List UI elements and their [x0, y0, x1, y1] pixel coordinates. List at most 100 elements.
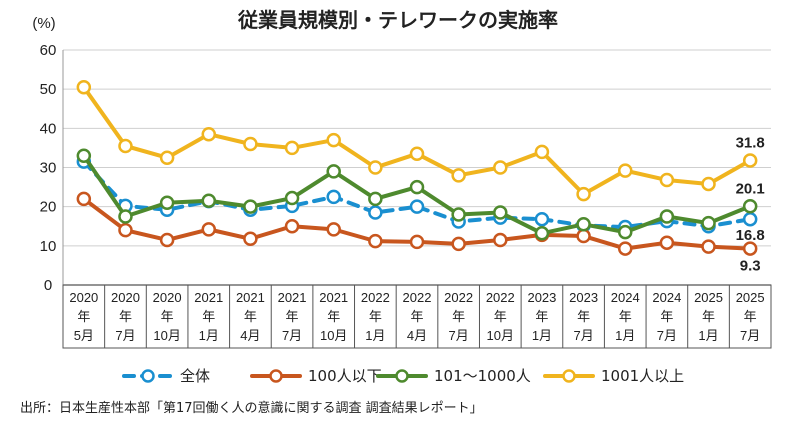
x-tick-label: 2021: [236, 290, 265, 305]
series-1-point: [742, 241, 758, 256]
series-0-point: [368, 205, 383, 220]
x-tick-label: 年: [244, 309, 257, 324]
series-1-point: [617, 241, 633, 256]
x-tick-label: 2024: [652, 290, 681, 305]
series-3-point: [451, 168, 466, 183]
legend-marker-1: [269, 369, 283, 383]
x-tick-label: 年: [327, 309, 340, 324]
series-2-point: [201, 193, 217, 209]
series-3-point: [659, 172, 675, 188]
x-tick-label: 7月: [282, 328, 302, 343]
data-label-0: 16.8: [736, 227, 765, 244]
legend-label-1: 100人以下: [308, 367, 382, 385]
x-tick-label: 1月: [532, 328, 552, 343]
legend-marker-2: [395, 369, 409, 383]
x-tick-label: 10月: [320, 328, 347, 343]
data-labels: 16.8 9.3 20.1 31.8: [736, 134, 765, 274]
y-tick-label: 10: [40, 238, 57, 255]
series-1-point: [201, 222, 217, 237]
x-tick-label: 4月: [407, 328, 427, 343]
series-2-point: [701, 215, 716, 231]
x-tick-label: 7月: [449, 328, 469, 343]
data-label-3: 31.8: [736, 134, 765, 151]
series-3-point: [243, 136, 258, 152]
series-3-point: [493, 160, 508, 175]
data-label-2: 20.1: [736, 180, 765, 197]
series-3-point: [576, 186, 591, 202]
x-tick-label: 2022: [361, 290, 390, 305]
x-tick-label: 7月: [115, 328, 135, 343]
x-tick-label: 2025: [736, 290, 765, 305]
x-tick-label: 2021: [194, 290, 223, 305]
x-tick-label: 7月: [740, 328, 760, 343]
x-tick-label: 年: [369, 309, 382, 324]
legend: 全体 100人以下 101～1000人 1001人以上: [122, 367, 684, 385]
series-1-point: [368, 233, 383, 249]
series-lines: [76, 79, 758, 256]
x-tick-label: 年: [202, 309, 215, 324]
x-tick-label: 2022: [486, 290, 515, 305]
series-2-point: [617, 224, 633, 240]
x-tick-label: 7月: [657, 328, 677, 343]
x-tick-label: 年: [494, 309, 507, 324]
series-1-point: [701, 239, 716, 254]
series-2-point: [326, 164, 341, 179]
series-2-point: [159, 195, 175, 210]
source-note: 出所：日本生産性本部「第17回働く人の意識に関する調査 調査結果レポート」: [20, 400, 483, 416]
legend-marker-3: [562, 369, 576, 383]
series-2-point: [742, 199, 758, 214]
series-2-point: [118, 209, 133, 224]
series-1-point: [493, 232, 508, 248]
series-0-point: [326, 189, 341, 205]
series-3-point: [409, 146, 425, 162]
y-axis-ticks: 0 10 20 30 40 50 60: [40, 42, 57, 294]
series-3-point: [326, 132, 341, 148]
x-tick-label: 2024: [611, 290, 640, 305]
x-tick-label: 年: [77, 309, 90, 324]
x-tick-label: 2021: [278, 290, 307, 305]
x-tick-label: 年: [619, 309, 632, 324]
y-tick-label: 30: [40, 160, 57, 177]
series-3-point: [368, 160, 383, 175]
series-line-3: [81, 85, 753, 197]
x-tick-label: 2022: [403, 290, 432, 305]
y-tick-label: 50: [40, 81, 57, 98]
x-tick-label: 10月: [487, 328, 514, 343]
series-2-point: [76, 148, 92, 163]
series-1-point: [409, 234, 425, 250]
series-2-point: [451, 207, 466, 222]
series-2-point: [493, 205, 508, 220]
series-1-point: [451, 236, 466, 252]
series-0-point: [534, 211, 550, 227]
x-tick-label: 1月: [199, 328, 219, 343]
x-tick-label: 年: [702, 309, 715, 324]
x-tick-label: 1月: [698, 328, 718, 343]
x-tick-label: 年: [452, 309, 465, 324]
series-3-point: [118, 138, 133, 154]
series-2-point: [576, 217, 591, 232]
y-axis-unit-label: (%): [32, 15, 55, 32]
series-2-point: [409, 179, 425, 195]
legend-label-2: 101～1000人: [434, 367, 531, 385]
x-axis-category-table: 2020 年 5月 2020 年 7月 2020 年 10月 2021 年 1月 2021 年 4月 2021…: [62, 284, 772, 349]
x-tick-label: 年: [119, 309, 132, 324]
x-tick-label: 2020: [69, 290, 98, 305]
series-1-point: [659, 235, 675, 250]
series-3-point: [201, 126, 217, 142]
series-3-point: [76, 79, 92, 95]
legend-label-3: 1001人以上: [601, 367, 684, 385]
gridlines: [62, 49, 771, 286]
x-tick-label: 10月: [153, 328, 180, 343]
x-tick-label: 年: [660, 309, 673, 324]
series-2-point: [659, 209, 675, 224]
x-tick-label: 7月: [573, 328, 593, 343]
series-1-point: [159, 232, 175, 248]
series-0-point: [409, 199, 425, 214]
legend-label-0: 全体: [180, 367, 210, 385]
x-tick-label: 2023: [569, 290, 598, 305]
x-tick-label: 2020: [153, 290, 182, 305]
series-1-point: [576, 228, 591, 244]
series-0-point: [742, 211, 758, 227]
series-1-point: [243, 231, 258, 247]
y-tick-label: 0: [44, 277, 52, 294]
